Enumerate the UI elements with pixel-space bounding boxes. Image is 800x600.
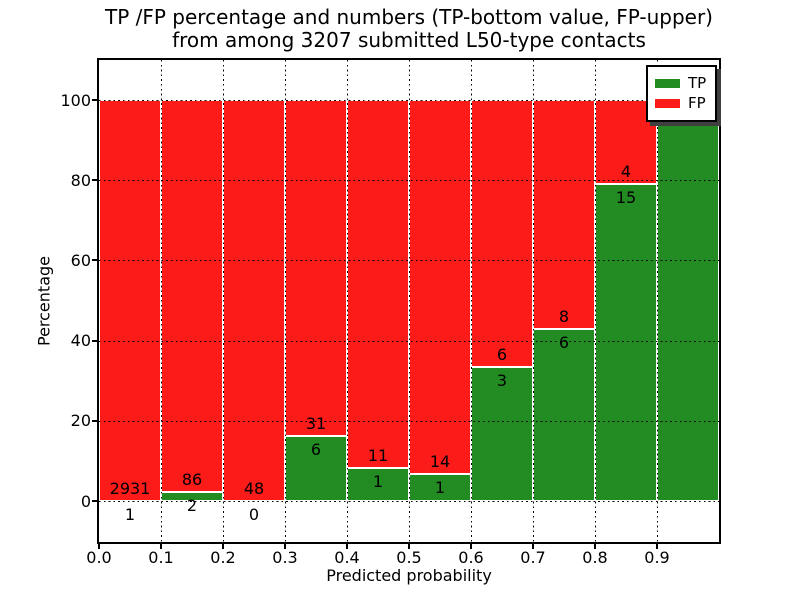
- x-tick: [98, 543, 100, 549]
- x-tick: [594, 543, 596, 549]
- legend: TP FP: [646, 65, 718, 122]
- x-axis-label: Predicted probability: [326, 566, 492, 585]
- chart-title: TP /FP percentage and numbers (TP-bottom…: [99, 6, 719, 52]
- x-tick-label: 0.5: [396, 548, 422, 567]
- fp-count-label: 6: [496, 345, 508, 365]
- fp-count-label: 4: [620, 162, 632, 182]
- x-tick: [346, 543, 348, 549]
- gridline-vertical: [285, 60, 286, 542]
- tp-count-label: 1: [434, 478, 446, 498]
- tp-count-label: 1: [124, 504, 136, 524]
- plot-area: 0 20 40 60 80 100 0.0 0.1 0.2 0.3 0.4 0.5 0.6 0.7 0.8 0…: [60, 58, 721, 567]
- bar-segment-tp: [409, 474, 471, 501]
- y-tick: [92, 179, 98, 182]
- chart-title-line2: from among 3207 submitted L50-type conta…: [172, 28, 646, 52]
- gridline-vertical: [347, 60, 348, 542]
- x-tick: [408, 543, 410, 549]
- fp-count-label: 8: [558, 307, 570, 327]
- gridline-vertical: [223, 60, 224, 542]
- gridline-vertical: [595, 60, 596, 542]
- y-tick-label: 80: [70, 170, 91, 190]
- legend-row-fp: FP: [655, 95, 706, 112]
- x-tick-label: 0.6: [458, 548, 484, 567]
- gridline-vertical: [657, 60, 658, 542]
- gridline-horizontal: [99, 420, 719, 422]
- y-tick: [92, 259, 98, 262]
- gridline-vertical: [409, 60, 410, 542]
- y-tick-label: 60: [70, 250, 91, 270]
- x-tick-label: 0.3: [272, 548, 298, 567]
- bar-segment-fp: [533, 100, 595, 330]
- x-tick: [160, 543, 162, 549]
- gridline-horizontal: [99, 100, 719, 101]
- x-tick: [532, 543, 534, 549]
- x-tick-label: 0.0: [86, 548, 112, 567]
- y-tick: [92, 500, 98, 502]
- fp-count-label: 31: [305, 413, 327, 433]
- bar-segment-fp: [471, 100, 533, 368]
- legend-swatch-fp: [655, 99, 680, 108]
- gridline-horizontal: [99, 340, 719, 342]
- x-tick: [656, 543, 658, 549]
- fp-count-label: 2931: [109, 478, 151, 498]
- bar-segment-fp: [99, 100, 161, 501]
- x-tick-label: 0.9: [644, 548, 670, 567]
- bar-segment-fp: [223, 100, 285, 501]
- y-tick-label: 100: [60, 90, 91, 110]
- fp-count-label: 86: [181, 469, 203, 489]
- bar-segment-fp: [409, 100, 471, 475]
- x-tick-label: 0.1: [148, 548, 174, 567]
- x-tick-label: 0.4: [334, 548, 360, 567]
- gridline-vertical: [161, 60, 162, 542]
- y-tick: [92, 339, 98, 342]
- chart-title-line1: TP /FP percentage and numbers (TP-bottom…: [105, 5, 713, 29]
- gridline-horizontal: [99, 260, 719, 262]
- y-tick-label: 40: [70, 331, 91, 351]
- fp-count-label: 11: [367, 445, 389, 465]
- fp-count-label: 48: [243, 479, 265, 498]
- legend-swatch-tp: [655, 79, 680, 88]
- legend-label-tp: TP: [688, 74, 707, 92]
- legend-label-fp: FP: [688, 94, 706, 112]
- gridline-vertical: [471, 60, 472, 542]
- y-tick-label: 0: [80, 491, 91, 511]
- bar-segment-tp: [657, 100, 719, 501]
- tp-count-label: 1: [372, 471, 384, 491]
- gridline-vertical: [533, 60, 534, 542]
- y-tick: [92, 99, 98, 101]
- tp-count-label: 3: [496, 371, 508, 391]
- legend-row-tp: TP: [655, 75, 706, 92]
- bar-segment-tp: [533, 329, 595, 501]
- bar-segment-tp: [347, 467, 409, 501]
- x-tick: [470, 543, 472, 549]
- tp-count-label: 15: [615, 188, 637, 208]
- y-tick-label: 20: [70, 411, 91, 431]
- bar-segment-fp: [161, 100, 223, 492]
- tp-count-label: 6: [558, 333, 570, 353]
- x-tick-label: 0.2: [210, 548, 236, 567]
- x-tick-label: 0.8: [582, 548, 608, 567]
- gridline-horizontal: [99, 180, 719, 182]
- fp-count-label: 14: [429, 452, 451, 472]
- tp-count-label: 2: [186, 495, 198, 515]
- bar-segment-tp: [595, 184, 657, 501]
- y-tick: [92, 419, 98, 422]
- tp-count-label: 6: [310, 439, 322, 459]
- tp-count-label: 0: [248, 505, 260, 524]
- gridline-horizontal: [99, 501, 719, 502]
- x-tick-label: 0.7: [520, 548, 546, 567]
- x-tick: [284, 543, 286, 549]
- bar-segment-fp: [285, 100, 347, 436]
- x-tick: [222, 543, 224, 549]
- bar-segment-fp: [347, 100, 409, 468]
